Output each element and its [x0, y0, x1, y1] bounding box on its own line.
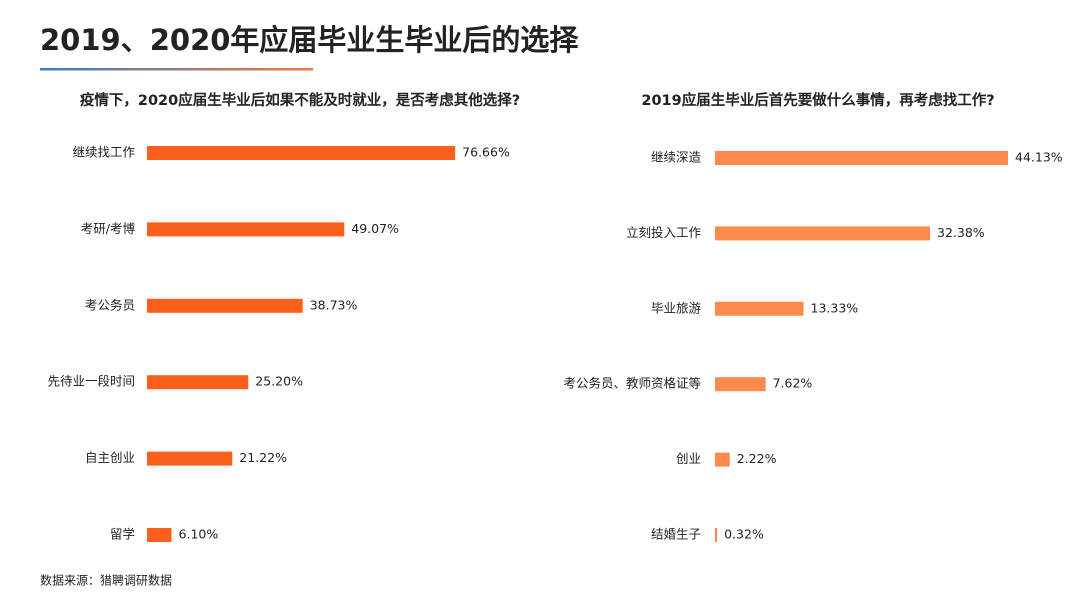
value-label: 6.10% — [179, 527, 219, 542]
chart-subtitle: 疫情下，2020应届生毕业后如果不能及时就业，是否考虑其他选择? — [80, 91, 520, 109]
value-label: 0.32% — [724, 527, 764, 542]
bar — [147, 375, 249, 390]
category-label: 先待业一段时间 — [47, 374, 135, 389]
value-label: 25.20% — [255, 374, 303, 389]
value-label: 49.07% — [351, 221, 399, 236]
category-label: 考研/考博 — [81, 221, 136, 236]
category-label: 创业 — [676, 451, 701, 466]
value-label: 32.38% — [937, 225, 985, 240]
title-underline — [40, 68, 313, 71]
value-label: 44.13% — [1015, 150, 1063, 165]
category-label: 自主创业 — [85, 450, 135, 465]
category-label: 继续深造 — [651, 150, 702, 165]
bar — [147, 528, 172, 542]
category-label: 毕业旅游 — [651, 300, 702, 315]
bar — [147, 222, 345, 237]
value-label: 38.73% — [310, 297, 358, 312]
bar — [147, 451, 233, 466]
value-label: 2.22% — [737, 451, 777, 466]
bar — [147, 146, 456, 160]
bar — [715, 452, 730, 467]
page-title: 2019、2020年应届毕业生毕业后的选择 — [40, 23, 579, 57]
bar — [715, 301, 804, 316]
bar — [715, 377, 766, 392]
category-label: 继续找工作 — [72, 145, 135, 160]
bar — [147, 298, 303, 313]
value-label: 76.66% — [462, 145, 510, 160]
source: 数据来源：猎聘调研数据 — [40, 573, 172, 588]
category-label: 考公务员、教师资格证等 — [563, 376, 701, 391]
bar — [715, 226, 931, 241]
category-label: 留学 — [110, 527, 135, 542]
value-label: 7.62% — [773, 376, 813, 391]
value-label: 13.33% — [811, 300, 859, 315]
category-label: 结婚生子 — [651, 527, 701, 542]
bar — [715, 528, 718, 542]
value-label: 21.22% — [239, 450, 287, 465]
category-label: 考公务员 — [85, 297, 135, 312]
category-label: 立刻投入工作 — [626, 225, 702, 240]
bar — [715, 151, 1009, 165]
chart-subtitle: 2019应届生毕业后首先要做什么事情，再考虑找工作? — [641, 91, 994, 109]
